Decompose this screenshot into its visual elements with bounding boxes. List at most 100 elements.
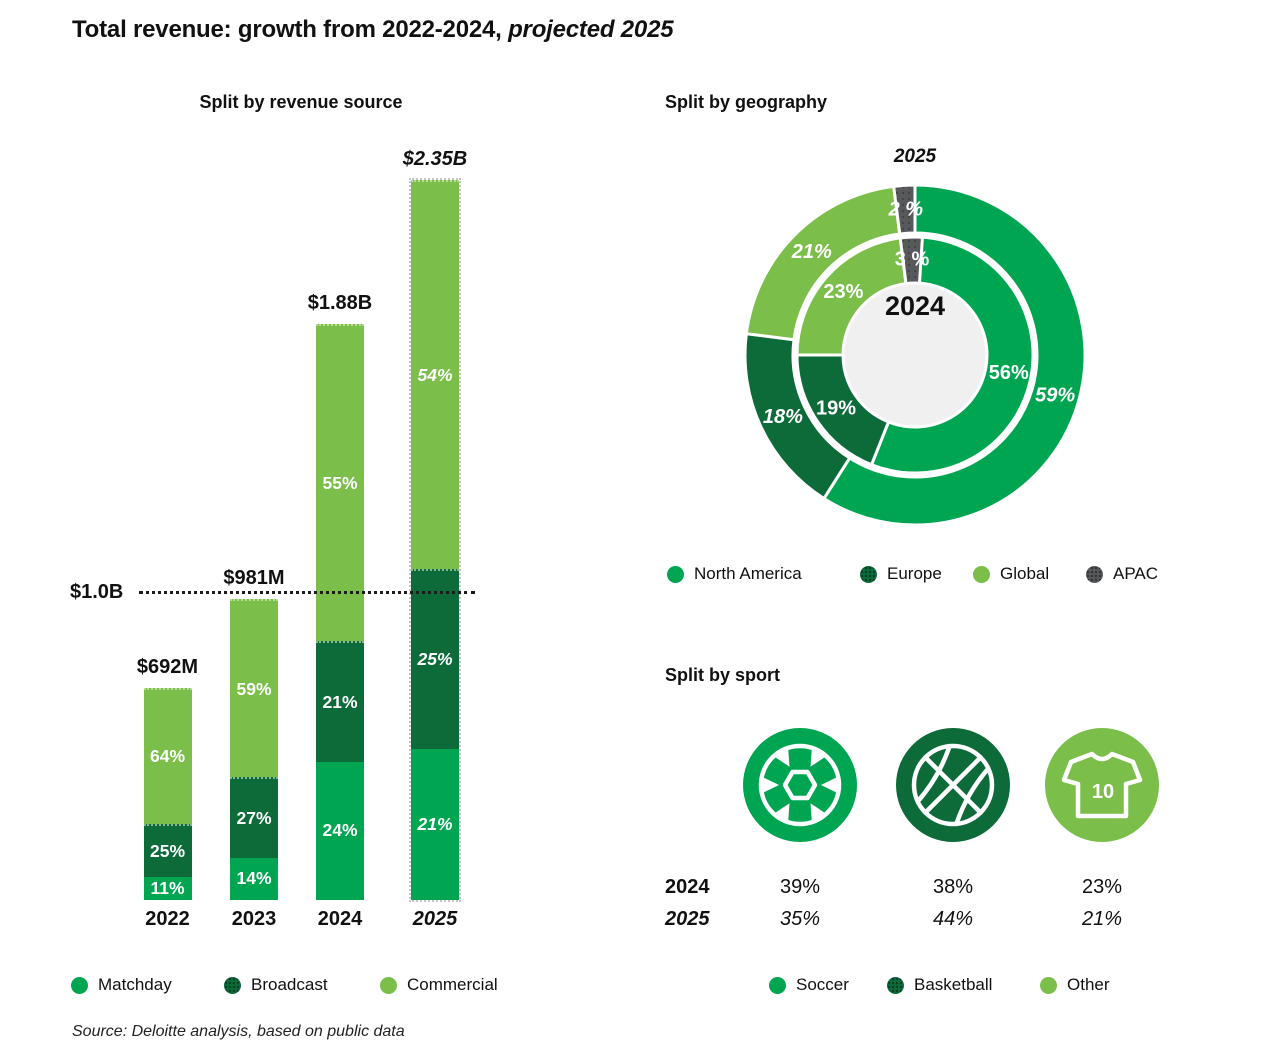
geography-legend-item-europe: Europe [860, 564, 942, 583]
donut-outer-ring-year-label: 2025 [893, 146, 937, 167]
sport-value-basketball-2024: 38% [932, 876, 974, 898]
segment-label: 27% [236, 807, 272, 828]
segment-label: 25% [149, 840, 186, 861]
segment-label: 54% [417, 364, 453, 385]
revenue-legend-swatch [71, 976, 88, 994]
sport-year-label-2024: 2024 [665, 876, 710, 898]
segment-label: 64% [149, 746, 186, 767]
sport-legend-swatch [769, 976, 786, 994]
bar-segment-broadcast-2022: 25% [143, 823, 192, 877]
revenue-chart-title: Split by revenue source [199, 92, 403, 112]
segment-label: 59% [236, 678, 272, 699]
outer-ring-2025-segment-north-america [821, 183, 1087, 527]
geography-legend-swatch [860, 565, 877, 583]
revenue-legend-label: Broadcast [251, 975, 328, 994]
sport-legend-label: Other [1067, 975, 1110, 994]
reference-line-label: $1.0B [70, 581, 124, 603]
bar-segment-commercial-2025: 54% [411, 180, 459, 569]
revenue-legend-swatch [380, 976, 397, 994]
revenue-legend-item-matchday: Matchday [71, 975, 172, 994]
segment-label: 25% [417, 649, 453, 670]
bar-segment-matchday-2022: 11% [143, 876, 192, 900]
bar-segment-broadcast-2024: 21% [316, 640, 364, 762]
donut-center-year-label: 2024 [885, 291, 945, 321]
outer-ring-2025-label-apac: 2 % [888, 198, 924, 220]
jersey-icon: 10 [1044, 727, 1160, 843]
geography-legend-label: APAC [1113, 564, 1159, 583]
outer-ring-2025-label-north-america: 59% [1035, 385, 1075, 407]
bar-segment-broadcast-2023: 27% [230, 776, 278, 858]
geography-legend-swatch [1086, 565, 1103, 583]
geography-legend-item-global: Global [973, 564, 1049, 583]
geography-legend-item-north-america: North America [667, 564, 802, 583]
donut-hole [844, 284, 986, 426]
revenue-legend-label: Commercial [407, 975, 498, 994]
geography-legend-swatch [973, 565, 990, 583]
bar-segment-commercial-2022: 64% [143, 688, 192, 824]
bar-segment-broadcast-2025: 25% [411, 568, 459, 749]
axis-year-label-2022: 2022 [145, 908, 190, 930]
segment-label: 21% [322, 691, 358, 712]
segment-label: 55% [322, 472, 358, 493]
sport-year-label-2025: 2025 [665, 908, 710, 930]
segment-label: 14% [236, 868, 272, 889]
soccer-ball-icon-svg [743, 728, 857, 842]
basketball-icon-svg [896, 728, 1010, 842]
reference-line [139, 591, 475, 594]
revenue-legend-swatch [224, 976, 241, 994]
bar-segment-commercial-2024: 55% [316, 324, 364, 641]
inner-ring-2024-segment-north-america [869, 235, 1035, 475]
inner-ring-2024-segment-apac [898, 235, 925, 286]
segment-label: 11% [150, 877, 185, 898]
sport-legend-swatch [1040, 976, 1057, 994]
inner-ring-2024-label-north-america: 56% [989, 362, 1029, 384]
sport-legend-item-basketball: Basketball [887, 975, 992, 994]
page-title: Total revenue: growth from 2022-2024, pr… [72, 16, 674, 44]
basketball-icon [895, 727, 1011, 843]
revenue-legend-item-commercial: Commercial [380, 975, 498, 994]
jersey-number: 10 [1092, 781, 1114, 803]
sport-value-basketball-2025: 44% [932, 908, 974, 930]
inner-ring-2024-label-apac: 3 % [895, 249, 930, 271]
geography-donut-chart: 59% 18% 21% 2 % 56% 19% 23% 3 % 2024 [743, 183, 1087, 527]
segment-label: 21% [417, 813, 453, 834]
inner-ring-2024-label-europe: 19% [816, 398, 856, 420]
sport-value-other-2024: 23% [1081, 876, 1123, 898]
geography-legend-swatch [667, 565, 684, 583]
axis-year-label-2024: 2024 [317, 908, 363, 930]
jersey-icon-svg: 10 [1045, 728, 1159, 842]
geography-legend-item-apac: APAC [1086, 564, 1159, 583]
bar-segment-matchday-2024: 24% [316, 761, 364, 900]
geography-chart-title: Split by geography [665, 92, 828, 112]
outer-ring-2025-segment-apac [892, 183, 917, 236]
sport-value-soccer-2024: 39% [779, 876, 821, 898]
bar-segment-commercial-2023: 59% [230, 599, 278, 777]
outer-ring-2025-label-global: 21% [791, 241, 832, 263]
sport-legend-item-soccer: Soccer [769, 975, 849, 994]
revenue-legend-item-broadcast: Broadcast [224, 975, 328, 994]
bar-total-label-2025: $2.35B [402, 148, 468, 170]
outer-ring-2025-label-europe: 18% [763, 406, 803, 428]
axis-year-label-2023: 2023 [231, 908, 277, 930]
sport-value-other-2025: 21% [1081, 908, 1123, 930]
bar-segment-matchday-2023: 14% [230, 857, 278, 900]
sport-legend-label: Soccer [796, 975, 849, 994]
bar-total-label-2023: $981M [223, 567, 285, 590]
sport-legend-swatch [887, 976, 904, 994]
sport-split-title: Split by sport [665, 665, 781, 685]
sport-legend-item-other: Other [1040, 975, 1110, 994]
bar-total-label-2022: $692M [136, 655, 199, 678]
page-title-regular: Total revenue: growth from 2022-2024, [72, 16, 502, 43]
bar-segment-matchday-2025: 21% [411, 748, 459, 900]
bar-total-label-2024: $1.88B [307, 292, 373, 314]
axis-year-label-2025: 2025 [412, 908, 458, 930]
geography-legend-label: Europe [887, 564, 942, 583]
revenue-legend-label: Matchday [98, 975, 172, 994]
source-note: Source: Deloitte analysis, based on publ… [72, 1023, 405, 1040]
inner-ring-2024-label-global: 23% [823, 281, 863, 303]
soccer-ball-icon [742, 727, 858, 843]
sport-value-soccer-2025: 35% [779, 908, 821, 930]
geography-legend-label: North America [694, 564, 802, 583]
page-title-italic: projected 2025 [508, 16, 674, 43]
